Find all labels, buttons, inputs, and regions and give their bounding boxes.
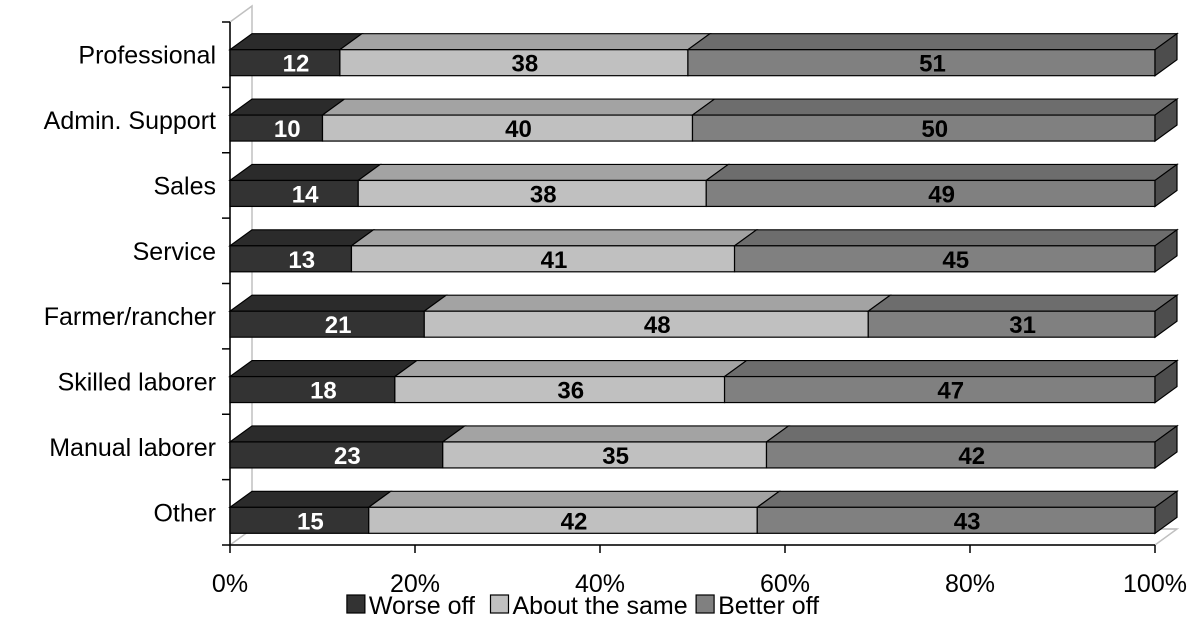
bar-side bbox=[1154, 163, 1178, 208]
bar-top bbox=[422, 294, 893, 312]
data-label: 42 bbox=[958, 443, 985, 470]
legend-label: About the same bbox=[513, 592, 688, 620]
legend-swatch bbox=[695, 594, 715, 614]
category-label: Admin. Support bbox=[44, 107, 216, 135]
bar-segment bbox=[705, 179, 1156, 208]
bar-segment bbox=[756, 506, 1156, 534]
bar-top bbox=[393, 359, 749, 378]
data-label: 48 bbox=[644, 312, 671, 339]
bar-top bbox=[690, 98, 1179, 116]
data-label: 12 bbox=[283, 51, 310, 78]
data-label: 49 bbox=[928, 181, 955, 208]
x-axis: 0% 20% 40% 60% 80% 100% bbox=[212, 545, 1187, 598]
bar-top bbox=[228, 359, 419, 378]
bar-side bbox=[1154, 359, 1178, 404]
x-tick-label: 40% bbox=[575, 570, 625, 598]
bar-side bbox=[1154, 228, 1178, 273]
category-label: Other bbox=[153, 499, 216, 527]
bar-segment bbox=[357, 179, 707, 208]
bar-segment bbox=[687, 49, 1156, 77]
bar-segment bbox=[321, 114, 694, 142]
bar-top bbox=[228, 33, 364, 51]
bar-segment bbox=[691, 114, 1156, 142]
bar-segment bbox=[368, 506, 758, 534]
data-label: 10 bbox=[274, 116, 301, 143]
bar-segment bbox=[350, 245, 736, 273]
bar-side bbox=[1154, 424, 1178, 470]
data-label: 35 bbox=[602, 443, 629, 470]
bar-top bbox=[338, 33, 712, 51]
bar-segment bbox=[229, 375, 396, 404]
x-tick-label: 60% bbox=[760, 570, 810, 598]
bar-top bbox=[866, 294, 1179, 312]
bar-segment bbox=[229, 506, 370, 534]
bar-side bbox=[1154, 32, 1178, 77]
bar-segment bbox=[733, 245, 1156, 273]
data-label: 14 bbox=[292, 181, 319, 208]
x-tick-label: 80% bbox=[945, 570, 995, 598]
bar-side bbox=[1154, 97, 1178, 143]
data-label: 13 bbox=[288, 247, 315, 274]
bar-segment bbox=[339, 49, 689, 77]
legend-swatch bbox=[489, 594, 510, 614]
bar-top bbox=[366, 490, 782, 508]
legend-label: Better off bbox=[718, 592, 819, 620]
category-label: Service bbox=[133, 238, 216, 266]
data-label: 47 bbox=[937, 378, 964, 405]
bar-top bbox=[320, 98, 717, 116]
x-tick-label: 100% bbox=[1123, 570, 1187, 598]
bar-top bbox=[228, 490, 393, 508]
data-label: 43 bbox=[954, 508, 981, 535]
category-label: Sales bbox=[153, 172, 216, 200]
x-tick-label: 0% bbox=[212, 570, 248, 598]
bar-top bbox=[228, 229, 376, 247]
bar-segment bbox=[394, 375, 726, 404]
data-label: 15 bbox=[297, 508, 324, 535]
bar-segment bbox=[229, 441, 444, 469]
data-label: 41 bbox=[541, 247, 568, 274]
bar-top bbox=[722, 359, 1179, 378]
bar-segment bbox=[765, 441, 1156, 469]
bar-top bbox=[755, 490, 1179, 508]
bar-top bbox=[764, 425, 1179, 443]
legend-label: Worse off bbox=[369, 592, 475, 620]
data-label: 50 bbox=[921, 116, 948, 143]
data-label: 31 bbox=[1009, 312, 1036, 339]
bar-segment bbox=[867, 310, 1156, 338]
category-label: Farmer/rancher bbox=[44, 303, 216, 331]
data-label: 38 bbox=[530, 181, 557, 208]
data-label: 40 bbox=[505, 116, 532, 143]
bar-top bbox=[704, 163, 1179, 182]
bar-top bbox=[440, 425, 791, 443]
category-label: Professional bbox=[78, 42, 216, 70]
bar-top bbox=[228, 425, 467, 443]
bar-top bbox=[356, 163, 731, 182]
category-label: Manual laborer bbox=[49, 434, 216, 462]
data-label: 38 bbox=[512, 51, 539, 78]
data-label: 21 bbox=[325, 312, 352, 339]
bar-top bbox=[686, 33, 1179, 51]
data-label: 51 bbox=[919, 51, 946, 78]
bar-top bbox=[228, 294, 449, 312]
x-tick-label: 20% bbox=[390, 570, 440, 598]
bar-top bbox=[228, 163, 383, 182]
data-label: 36 bbox=[557, 378, 584, 405]
data-label: 45 bbox=[942, 247, 969, 274]
data-label: 23 bbox=[334, 443, 361, 470]
category-labels: Professional Admin. Support Sales Service Fa… bbox=[44, 42, 216, 528]
data-label: 18 bbox=[310, 378, 337, 405]
bar-side bbox=[1154, 490, 1178, 535]
bar-segment bbox=[229, 114, 324, 142]
bar-side bbox=[1154, 294, 1178, 339]
legend-swatch bbox=[346, 594, 366, 614]
chart-bars: 12 38 51 10 40 50 14 38 49 13 41 45 21 48 31 18 36 47 23 35… bbox=[228, 32, 1179, 535]
bar-segment bbox=[229, 179, 359, 208]
data-label: 42 bbox=[561, 508, 588, 535]
category-label: Skilled laborer bbox=[58, 369, 216, 397]
legend: Worse off About the same Better off bbox=[346, 592, 819, 620]
bar-top bbox=[732, 229, 1179, 247]
bar-top bbox=[349, 229, 759, 247]
